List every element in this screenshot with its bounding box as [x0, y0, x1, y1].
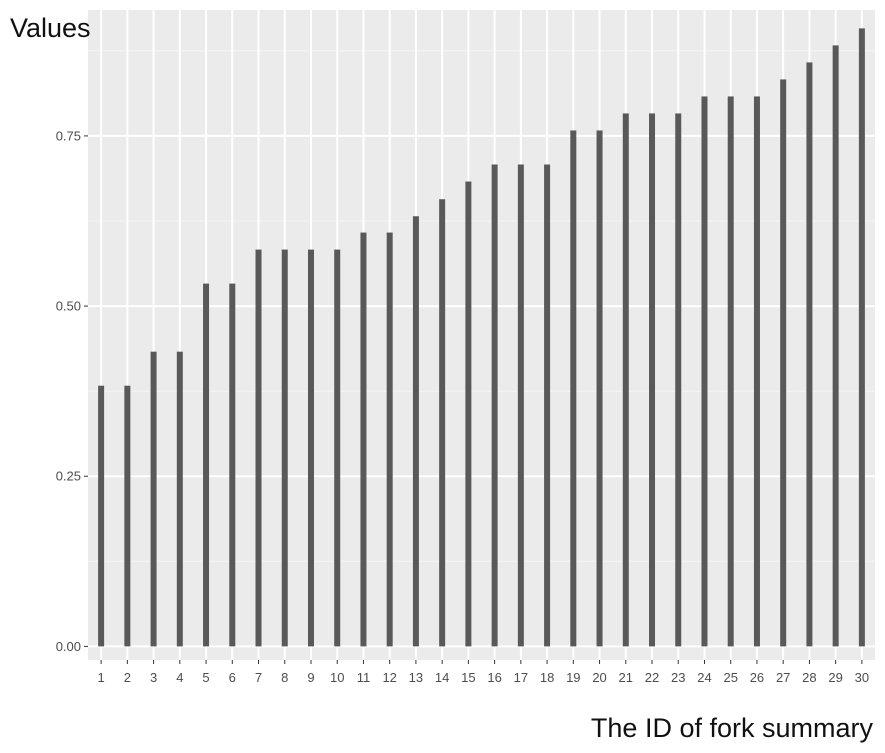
bar-18 [544, 164, 551, 647]
bar-25 [727, 96, 734, 647]
x-tick-label: 30 [855, 670, 869, 685]
bar-4 [176, 351, 183, 647]
x-tick-label: 5 [202, 670, 209, 685]
bar-16 [491, 164, 498, 647]
x-tick-label: 10 [330, 670, 344, 685]
bar-22 [649, 113, 656, 647]
bar-3 [150, 351, 157, 647]
y-tick-label: 0.00 [56, 639, 81, 654]
bar-20 [596, 130, 603, 647]
bar-15 [465, 181, 472, 647]
x-tick-label: 26 [750, 670, 764, 685]
x-tick-label: 29 [828, 670, 842, 685]
bar-17 [517, 164, 524, 647]
bar-12 [386, 232, 393, 647]
x-tick-label: 15 [461, 670, 475, 685]
x-tick-label: 23 [671, 670, 685, 685]
bar-30 [858, 28, 865, 647]
x-tick-label: 27 [776, 670, 790, 685]
x-tick-label: 19 [566, 670, 580, 685]
x-tick-label: 18 [540, 670, 554, 685]
x-tick-label: 22 [645, 670, 659, 685]
x-tick-label: 2 [124, 670, 131, 685]
bar-10 [334, 249, 341, 647]
x-tick-label: 21 [619, 670, 633, 685]
x-tick-label: 4 [176, 670, 183, 685]
x-tick-label: 16 [487, 670, 501, 685]
bar-23 [675, 113, 682, 647]
bars-group [98, 28, 865, 647]
y-tick-label: 0.25 [56, 469, 81, 484]
x-tick-label: 11 [357, 670, 371, 685]
bar-13 [412, 216, 419, 647]
x-tick-label: 13 [409, 670, 423, 685]
bar-26 [753, 96, 760, 647]
x-tick-label: 3 [150, 670, 157, 685]
x-axis-title: The ID of fork summary [591, 713, 874, 743]
bar-21 [622, 113, 629, 647]
bar-7 [255, 249, 262, 647]
y-tick-label: 0.75 [56, 128, 81, 143]
bar-1 [98, 385, 105, 647]
x-tick-label: 8 [281, 670, 288, 685]
x-axis-ticks: 1 2 3 4 5 6 7 8 9 10 11 12 13 14 15 16 17 18 19 20 21 22 23 24 2… [97, 660, 869, 685]
bar-8 [281, 249, 288, 647]
x-tick-label: 17 [514, 670, 528, 685]
bar-11 [360, 232, 367, 647]
bar-6 [229, 283, 236, 647]
bar-24 [701, 96, 708, 647]
minor-gridlines [88, 50, 875, 562]
y-axis-title: Values [10, 13, 91, 43]
bar-9 [307, 249, 314, 647]
bar-14 [439, 199, 446, 647]
x-tick-label: 20 [592, 670, 606, 685]
bar-29 [832, 45, 839, 647]
bar-27 [780, 79, 787, 647]
y-axis-ticks: 0.00 0.25 0.50 0.75 [56, 128, 88, 654]
x-tick-label: 9 [307, 670, 314, 685]
plot-panel [88, 10, 875, 660]
bar-2 [124, 385, 131, 647]
x-tick-label: 28 [802, 670, 816, 685]
bar-28 [806, 62, 813, 647]
bar-5 [203, 283, 210, 647]
x-tick-label: 6 [229, 670, 236, 685]
x-tick-label: 12 [382, 670, 396, 685]
x-tick-label: 7 [255, 670, 262, 685]
y-tick-label: 0.50 [56, 299, 81, 314]
x-tick-label: 1 [97, 670, 104, 685]
x-tick-label: 14 [435, 670, 449, 685]
x-tick-label: 25 [723, 670, 737, 685]
x-tick-label: 24 [697, 670, 711, 685]
bar-19 [570, 130, 577, 647]
